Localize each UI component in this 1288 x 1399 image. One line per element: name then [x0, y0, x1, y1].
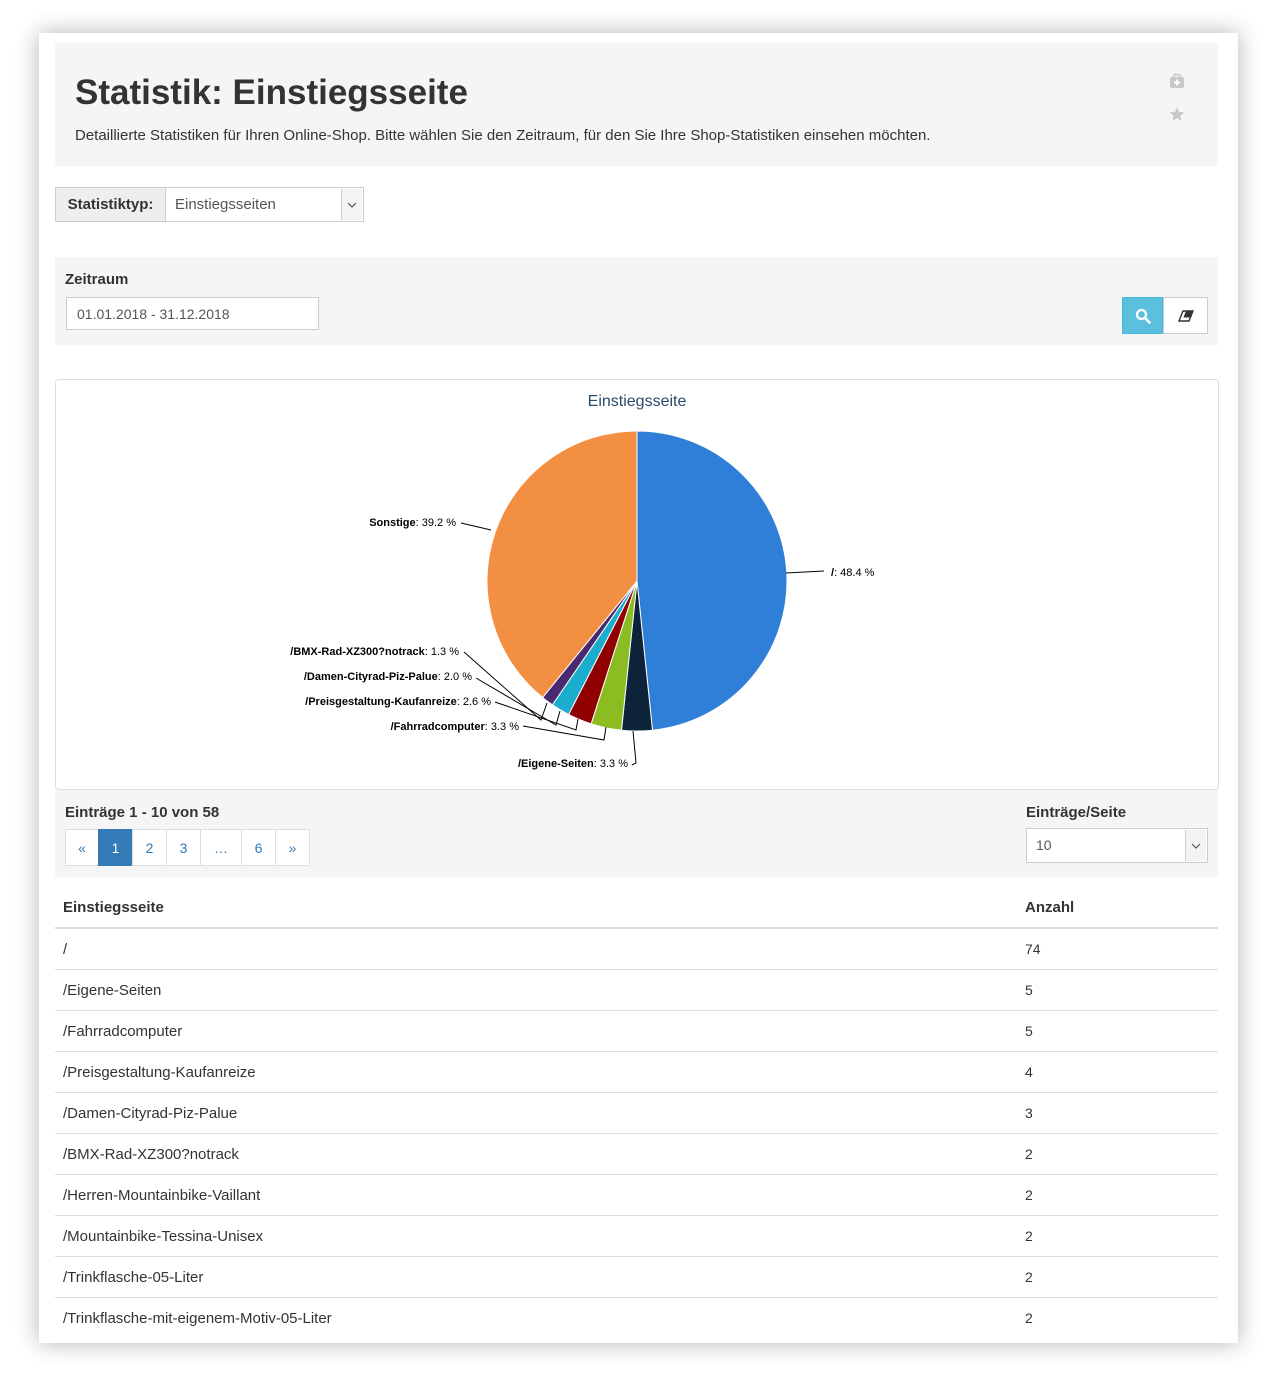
date-range-label: Zeitraum [65, 271, 129, 288]
cell-count: 2 [1025, 1310, 1033, 1326]
cell-count: 2 [1017, 1174, 1218, 1216]
pie-slice[interactable] [636, 430, 788, 731]
cell-count: 74 [1017, 928, 1218, 970]
search-icon [1135, 308, 1151, 324]
cell-page: /Damen-Cityrad-Piz-Palue [55, 1092, 1017, 1134]
chevron-down-icon[interactable] [1185, 830, 1206, 861]
slice-label-connector [460, 522, 492, 531]
entries-info: Einträge 1 - 10 von 58 [65, 804, 220, 821]
cell-page: /Fahrradcomputer [55, 1010, 1017, 1052]
main-panel: Statistik: Einstiegsseite Detaillierte S… [39, 33, 1238, 1343]
cell-page: /Trinkflasche-05-Liter [55, 1256, 1017, 1298]
slice-label: /Eigene-Seiten: 3.3 % [518, 758, 628, 770]
stat-type-label: Statistiktyp: [56, 188, 166, 221]
table-header-row: Einstiegsseite Anzahl [55, 887, 1218, 929]
page-3[interactable]: 3 [166, 829, 201, 866]
stats-table: Einstiegsseite Anzahl /74 /Eigene-Seiten… [55, 887, 1218, 1338]
chevron-down-icon[interactable] [341, 189, 362, 220]
first-aid-kit-icon[interactable] [1169, 73, 1185, 89]
table-row: /74 [55, 928, 1218, 970]
cell-page: /Eigene-Seiten [55, 969, 1017, 1011]
pager-bar: Einträge 1 - 10 von 58 « 1 2 3 … 6 » Ein… [55, 790, 1218, 877]
eraser-icon [1177, 309, 1194, 322]
cell-count: 5 [1017, 969, 1218, 1011]
per-page-select[interactable]: 10 [1026, 828, 1208, 863]
column-header-count: Anzahl [1017, 887, 1218, 929]
slice-label-connector [522, 725, 607, 741]
filter-panel: Zeitraum 01.01.2018 - 31.12.2018 [55, 257, 1218, 345]
stat-type-select[interactable]: Statistiktyp: Einstiegsseiten [55, 187, 364, 222]
table-row: /Trinkflasche-mit-eigenem-Motiv-05-Liter… [55, 1298, 1218, 1339]
table-row: /Trinkflasche-05-Liter 2 [55, 1256, 1218, 1298]
page-prev[interactable]: « [65, 829, 99, 866]
slice-label: /Fahrradcomputer: 3.3 % [391, 721, 520, 733]
table-row: /Fahrradcomputer 5 [55, 1010, 1218, 1052]
cell-page: /BMX-Rad-XZ300?notrack [55, 1133, 1017, 1175]
table-row: /Herren-Mountainbike-Vaillant 2 [55, 1174, 1218, 1216]
cell-count: 4 [1017, 1051, 1218, 1093]
date-range-input[interactable]: 01.01.2018 - 31.12.2018 [66, 297, 319, 330]
page-description: Detaillierte Statistiken für Ihren Onlin… [75, 127, 931, 144]
cell-page: /Herren-Mountainbike-Vaillant [55, 1174, 1017, 1216]
page-6[interactable]: 6 [241, 829, 276, 866]
page-ellipsis: … [200, 829, 242, 866]
slice-label: /: 48.4 % [831, 567, 875, 579]
table-row: /Eigene-Seiten 5 [55, 969, 1218, 1011]
page-next[interactable]: » [275, 829, 310, 866]
cell-count: 2 [1017, 1133, 1218, 1175]
cell-count: 2 [1017, 1215, 1218, 1257]
column-header-page: Einstiegsseite [55, 887, 1017, 929]
stat-type-value: Einstiegsseiten [175, 196, 276, 213]
page-header: Statistik: Einstiegsseite Detaillierte S… [55, 43, 1218, 166]
star-icon[interactable] [1169, 106, 1185, 122]
page-2[interactable]: 2 [132, 829, 167, 866]
search-button[interactable] [1122, 297, 1163, 334]
pie-slice[interactable] [486, 430, 638, 699]
slice-label-connector [785, 570, 825, 574]
chart-title: Einstiegsseite [588, 393, 687, 410]
table-row: /BMX-Rad-XZ300?notrack 2 [55, 1133, 1218, 1175]
cell-page: /Trinkflasche-mit-eigenem-Motiv-05-Liter [63, 1309, 332, 1327]
page-title: Statistik: Einstiegsseite [75, 73, 468, 112]
pagination: « 1 2 3 … 6 » [65, 829, 310, 866]
slice-label: /Damen-Cityrad-Piz-Palue: 2.0 % [304, 671, 472, 683]
slice-label: /Preisgestaltung-Kaufanreize: 2.6 % [305, 696, 491, 708]
cell-page: / [55, 928, 1017, 970]
cell-count: 5 [1017, 1010, 1218, 1052]
page-1[interactable]: 1 [98, 829, 133, 866]
cell-count: 2 [1017, 1256, 1218, 1298]
table-row: /Preisgestaltung-Kaufanreize 4 [55, 1051, 1218, 1093]
per-page-label: Einträge/Seite [1026, 804, 1127, 821]
slice-label: Sonstige: 39.2 % [369, 517, 456, 529]
pie-chart: Einstiegsseite /: 48.4 % /Eigene-Seiten: … [55, 379, 1219, 790]
slice-label-connector [463, 651, 548, 721]
slice-label-connector [631, 730, 637, 766]
slice-label: /BMX-Rad-XZ300?notrack: 1.3 % [290, 646, 459, 658]
cell-page: /Preisgestaltung-Kaufanreize [55, 1051, 1017, 1093]
slice-label-connector [494, 701, 579, 731]
table-row: /Mountainbike-Tessina-Unisex 2 [55, 1215, 1218, 1257]
clear-filter-button[interactable] [1163, 297, 1208, 334]
table-row: /Damen-Cityrad-Piz-Palue 3 [55, 1092, 1218, 1134]
pie-chart-svg: Einstiegsseite /: 48.4 % /Eigene-Seiten: … [290, 393, 875, 770]
cell-page: /Mountainbike-Tessina-Unisex [55, 1215, 1017, 1257]
per-page-value: 10 [1036, 837, 1052, 853]
cell-count: 3 [1017, 1092, 1218, 1134]
slice-label-connector [475, 677, 561, 726]
